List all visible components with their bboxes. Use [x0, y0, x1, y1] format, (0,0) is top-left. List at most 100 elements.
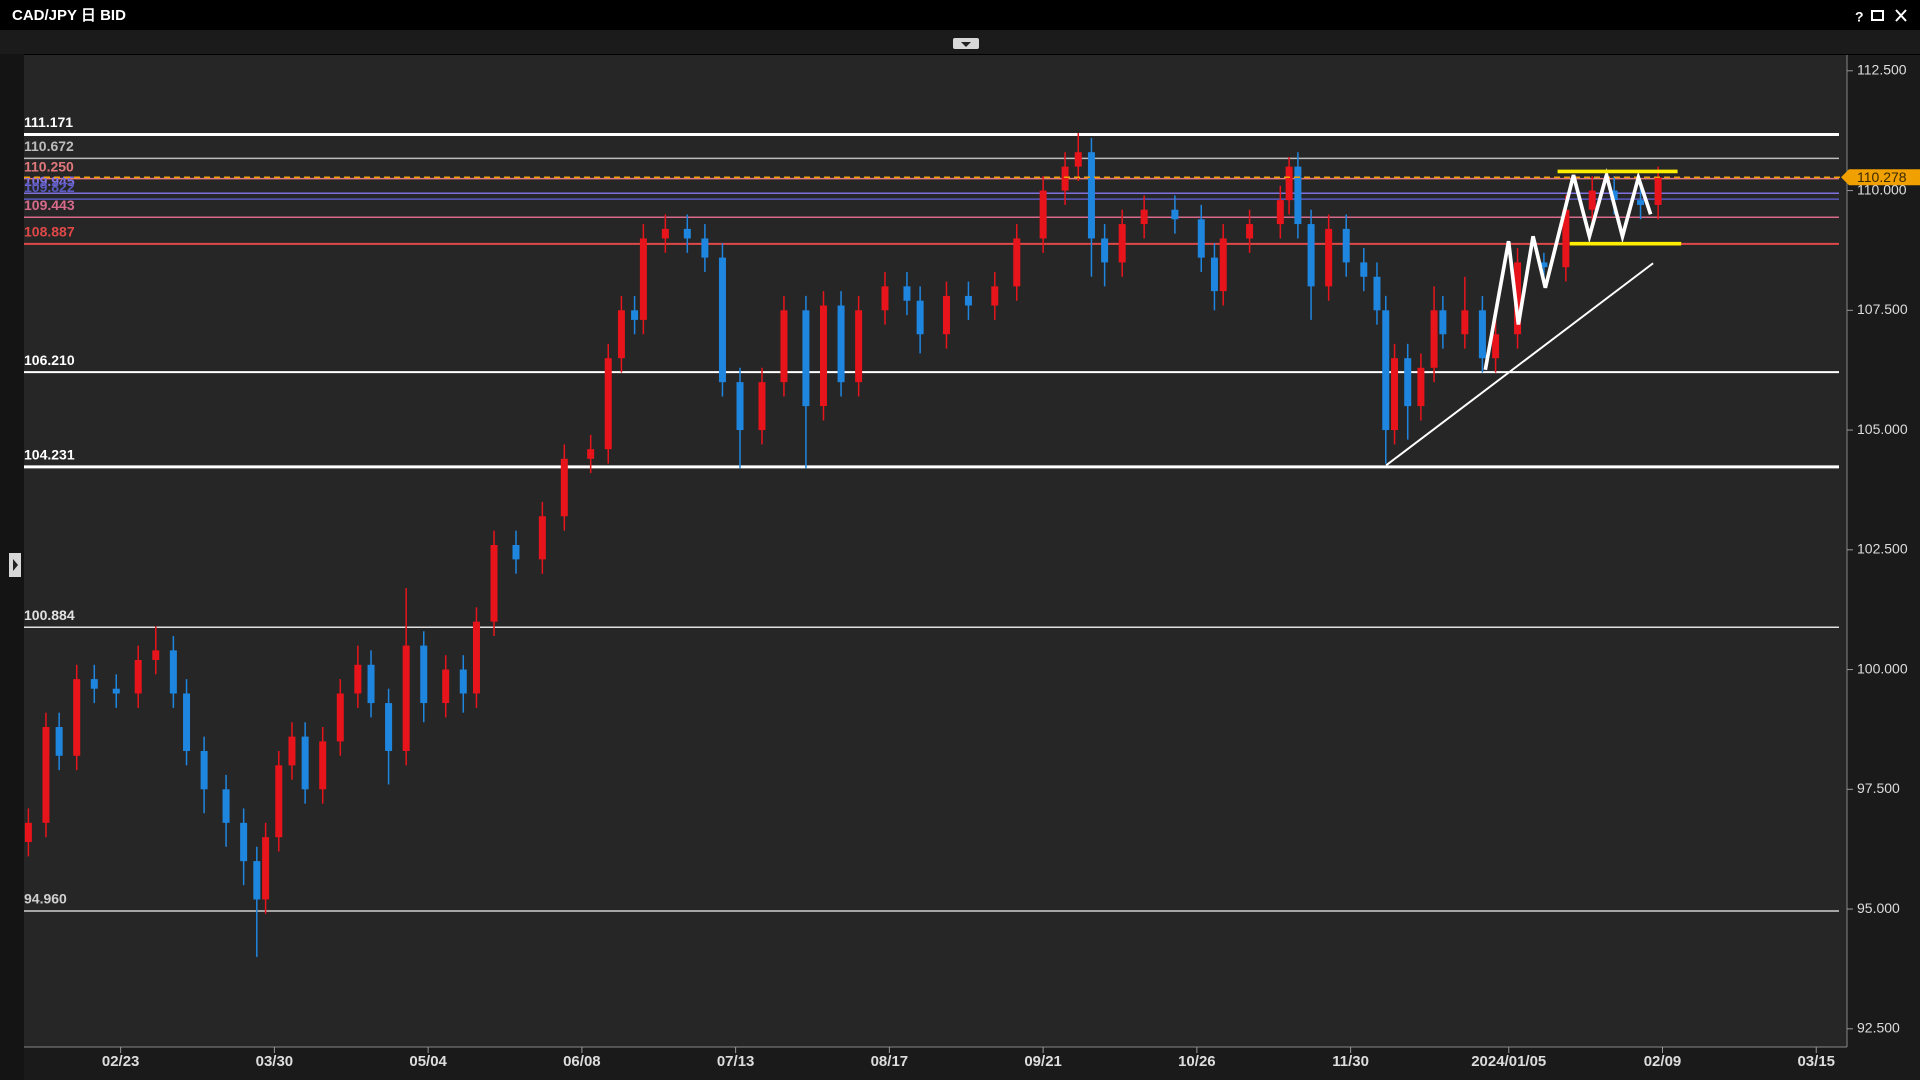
candle-body: [1404, 358, 1412, 407]
candle-body: [1654, 177, 1662, 205]
candle-body: [1478, 310, 1486, 359]
level-label: 110.250: [24, 158, 74, 174]
zigzag-drawing: [1483, 168, 1653, 371]
candle-body: [1074, 152, 1082, 167]
x-tick-label: 03/15: [1797, 1053, 1835, 1070]
candle-body: [1140, 209, 1148, 225]
y-axis-area: [1847, 55, 1920, 1080]
x-tick-label: 09/21: [1024, 1053, 1062, 1070]
candle-body: [112, 688, 120, 694]
y-tick-label: 95.000: [1857, 900, 1900, 916]
candle-body: [262, 837, 270, 900]
candle-body: [385, 703, 393, 751]
candle-body: [1246, 224, 1254, 239]
close-button[interactable]: [1895, 9, 1907, 22]
candle-body: [538, 516, 546, 560]
candle-body: [24, 822, 32, 842]
candle-body: [1101, 238, 1109, 263]
candle-body: [336, 693, 344, 742]
candle-body: [1492, 334, 1500, 359]
maximize-button[interactable]: [1871, 10, 1884, 21]
candle-body: [1087, 152, 1095, 239]
window-title: CAD/JPY 日 BID: [12, 7, 126, 24]
candle-body: [1210, 257, 1218, 292]
x-tick-label: 2024/01/05: [1471, 1053, 1546, 1070]
x-tick-label: 05/04: [409, 1053, 447, 1070]
candle-body: [1417, 367, 1425, 407]
candle-body: [942, 295, 950, 335]
candle-body: [631, 310, 639, 320]
candle-body: [169, 650, 177, 694]
candle-body: [1610, 190, 1618, 201]
candle-body: [903, 286, 911, 301]
candle-body: [855, 310, 863, 383]
candle-body: [1013, 238, 1021, 287]
candle-body: [1391, 358, 1399, 431]
candle-body: [442, 669, 450, 704]
candle-body: [90, 679, 98, 689]
x-axis-area: [24, 1047, 1847, 1080]
x-tick-label: 03/30: [256, 1053, 294, 1070]
candle-body: [402, 645, 410, 751]
side-toggle-icon: [13, 559, 18, 571]
candle-body: [1461, 310, 1469, 335]
candle-body: [604, 358, 612, 450]
candles: [24, 133, 1662, 957]
candle-body: [802, 310, 810, 407]
candle-body: [683, 228, 691, 239]
candle-body: [991, 286, 999, 306]
candle-body: [1294, 166, 1302, 225]
candle-body: [661, 228, 669, 239]
candle-body: [275, 765, 283, 838]
candle-body: [837, 305, 845, 383]
last-price-label: 110.278: [1857, 169, 1907, 185]
last-price-tag: [1841, 169, 1920, 186]
y-tick-label: 102.500: [1857, 541, 1908, 557]
candle-body: [183, 693, 191, 751]
candle-body: [1373, 276, 1381, 311]
plot-area: [24, 55, 1847, 1047]
y-tick-label: 110.000: [1857, 181, 1907, 197]
candle-body: [1342, 228, 1350, 263]
candle-body: [1171, 209, 1179, 220]
collapse-icon: [961, 42, 971, 47]
candle-body: [881, 286, 889, 311]
candle-body: [819, 305, 827, 407]
level-label: 109.443: [24, 197, 75, 213]
candle-body: [1540, 262, 1548, 268]
candle-body: [240, 822, 248, 862]
trend-line: [1385, 262, 1654, 467]
candle-body: [1562, 209, 1570, 268]
candle-body: [42, 727, 50, 823]
help-button[interactable]: ?: [1855, 9, 1864, 25]
candle-body: [1118, 224, 1126, 263]
candle-body: [367, 664, 375, 704]
candle-body: [420, 645, 428, 704]
x-tick-label: 06/08: [563, 1053, 601, 1070]
candle-body: [560, 458, 568, 517]
x-tick-label: 11/30: [1332, 1053, 1369, 1070]
y-tick-label: 112.500: [1857, 62, 1907, 78]
candle-body: [1219, 238, 1227, 292]
x-tick-label: 07/13: [717, 1053, 755, 1070]
candle-body: [1514, 262, 1522, 335]
candle-body: [73, 679, 81, 756]
candle-body: [1637, 200, 1645, 205]
candle-body: [301, 736, 309, 790]
x-tick-label: 02/23: [102, 1053, 140, 1070]
y-tick-label: 105.000: [1857, 421, 1908, 437]
x-tick-label: 02/09: [1644, 1053, 1682, 1070]
level-label: 109.822: [24, 179, 75, 195]
candle-body: [780, 310, 788, 383]
plot: 92.500 95.000 97.500 100.000 102.500 105.000 1…: [24, 62, 1920, 1070]
candle-body: [1588, 190, 1596, 210]
level-label: 110.672: [24, 138, 74, 154]
level-label: 104.231: [24, 447, 75, 463]
y-tick-label: 107.500: [1857, 301, 1908, 317]
level-label: 108.887: [24, 224, 75, 240]
candle-body: [1276, 200, 1284, 225]
candle-body: [758, 382, 766, 431]
candle-body: [1382, 310, 1390, 431]
candle-body: [354, 664, 362, 694]
